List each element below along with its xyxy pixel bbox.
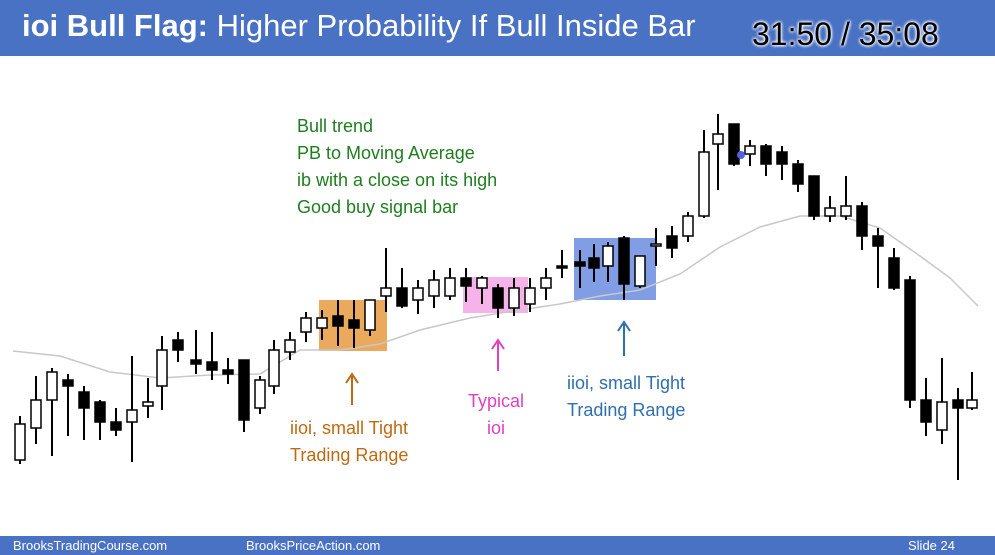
bull-candle (300, 312, 312, 342)
bear-candle (222, 358, 234, 384)
bull-candle (380, 248, 392, 312)
bear-candle (760, 144, 772, 176)
bull-candle (476, 276, 488, 304)
bear-candle (856, 202, 868, 250)
bull-candle (744, 140, 756, 166)
bull-candle (524, 278, 536, 312)
label-line: Trading Range (567, 400, 686, 420)
label-line: Trading Range (290, 445, 409, 465)
blue-label: iioi, small Tight Trading Range (567, 370, 685, 424)
bull-candle (316, 310, 328, 340)
bear-candle (206, 332, 218, 380)
bull-candle (46, 368, 58, 456)
bull-candle (428, 270, 440, 308)
entry-dot (737, 151, 745, 159)
orange-label: iioi, small Tight Trading Range (290, 415, 408, 469)
bear-candle (776, 146, 788, 180)
bear-candle (666, 226, 678, 258)
bear-candle (492, 284, 504, 318)
slide-title: ioi Bull Flag: Higher Probability If Bul… (22, 8, 696, 44)
bull-candle (602, 242, 614, 282)
bear-candle (808, 175, 820, 220)
arrow-orange (345, 372, 359, 405)
bear-candle (460, 268, 472, 302)
bull-candle (936, 358, 948, 444)
bear-candle (618, 236, 630, 300)
bear-candle (94, 400, 106, 440)
pink-label: Typical ioi (468, 388, 524, 442)
bull-candle (254, 376, 266, 414)
bull-trend-note: Bull trend PB to Moving Average ib with … (297, 113, 497, 221)
bear-candle (556, 250, 568, 278)
video-timer: 31:50 / 35:08 (752, 16, 939, 52)
bull-candle (142, 378, 154, 418)
note-line: PB to Moving Average (297, 143, 475, 163)
bear-candle (574, 250, 586, 288)
bull-candle (712, 114, 724, 190)
bear-candle (888, 248, 900, 290)
label-line: ioi (487, 418, 506, 438)
arrow-blue (617, 320, 631, 356)
price-chart (12, 114, 979, 480)
bear-candle (238, 359, 250, 432)
bear-candle (952, 388, 964, 480)
bear-candle (728, 123, 740, 166)
bull-candle (364, 299, 376, 336)
bear-candle (872, 228, 884, 288)
bull-candle (650, 228, 662, 266)
bull-candle (268, 340, 280, 394)
bear-candle (78, 386, 90, 440)
bull-candle (698, 130, 710, 218)
title-rest: Higher Probability If Bull Inside Bar (208, 8, 696, 43)
bear-candle (920, 378, 932, 436)
bear-candle (904, 276, 916, 408)
bear-candle (172, 332, 184, 362)
arrow-pink (491, 338, 505, 371)
footer-left-link[interactable]: BrooksTradingCourse.com (13, 538, 168, 553)
bull-candle (444, 268, 456, 300)
bear-candle (332, 300, 344, 346)
bear-candle (110, 408, 122, 436)
bull-candle (966, 372, 978, 410)
label-line: iioi, small Tight (567, 373, 686, 393)
bull-candle (634, 255, 646, 288)
note-line: ib with a close on its high (297, 170, 498, 190)
bull-candle (284, 332, 296, 360)
slide-number: Slide 24 (908, 538, 955, 553)
bull-candle (14, 416, 26, 464)
slide-footer: BrooksTradingCourse.com BrooksPriceActio… (0, 536, 995, 555)
bull-candle (126, 356, 138, 462)
bear-candle (62, 374, 74, 436)
bull-candle (540, 268, 552, 300)
bull-candle (412, 280, 424, 314)
bear-candle (396, 268, 408, 308)
bear-candle (190, 330, 202, 374)
label-line: Typical (468, 391, 525, 411)
slide-header: ioi Bull Flag: Higher Probability If Bul… (0, 0, 995, 56)
bull-candle (840, 176, 852, 220)
bull-candle (682, 212, 694, 242)
bear-candle (588, 244, 600, 282)
bull-candle (156, 336, 168, 410)
title-bold: ioi Bull Flag: (22, 8, 208, 43)
note-line: Bull trend (297, 116, 374, 136)
label-line: iioi, small Tight (290, 418, 409, 438)
bull-candle (30, 376, 42, 444)
bull-candle (508, 278, 520, 316)
bull-candle (824, 196, 836, 222)
bear-candle (348, 300, 360, 348)
bear-candle (792, 160, 804, 192)
note-line: Good buy signal bar (297, 197, 459, 217)
footer-middle-link[interactable]: BrooksPriceAction.com (246, 538, 381, 553)
